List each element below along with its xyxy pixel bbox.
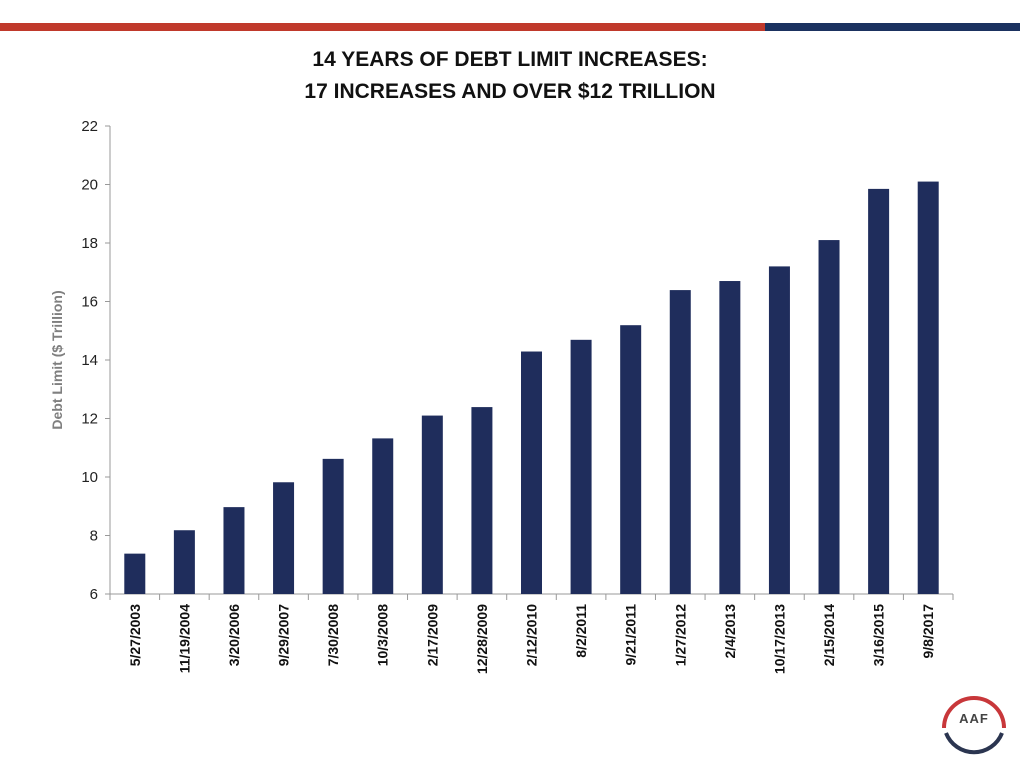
chart-title: 14 YEARS OF DEBT LIMIT INCREASES: 17 INC…: [0, 44, 1020, 108]
y-axis-label: Debt Limit ($ Trillion): [49, 290, 65, 429]
bar: [223, 507, 245, 594]
bar: [471, 407, 493, 594]
x-tick-label: 1/27/2012: [672, 604, 688, 666]
y-tick-label: 10: [81, 469, 98, 486]
x-tick-label: 3/16/2015: [871, 604, 887, 666]
x-tick-label: 3/20/2006: [226, 604, 242, 666]
x-tick-label: 7/30/2008: [325, 604, 341, 666]
title-line-1: 14 YEARS OF DEBT LIMIT INCREASES:: [312, 48, 708, 71]
header-stripe-red: [0, 23, 765, 31]
y-tick-label: 22: [81, 118, 98, 135]
y-tick-label: 6: [90, 586, 98, 603]
bar: [173, 530, 195, 594]
y-tick-label: 8: [90, 528, 98, 545]
bar: [570, 339, 592, 594]
y-tick-label: 16: [81, 294, 98, 311]
title-line-2: 17 INCREASES AND OVER $12 TRILLION: [304, 80, 716, 103]
bar: [818, 240, 840, 594]
x-tick-label: 10/17/2013: [771, 604, 787, 674]
bar: [768, 266, 790, 594]
x-tick-label: 8/2/2011: [573, 604, 589, 658]
bar: [372, 438, 394, 594]
bar: [868, 188, 890, 594]
x-tick-label: 12/28/2009: [474, 604, 490, 674]
x-tick-label: 10/3/2008: [375, 604, 391, 666]
x-tick-label: 9/8/2017: [920, 604, 936, 659]
x-tick-label: 2/17/2009: [424, 604, 440, 666]
bar: [273, 482, 295, 594]
x-tick-label: 5/27/2003: [127, 604, 143, 666]
bar: [917, 181, 939, 594]
y-tick-label: 14: [81, 352, 98, 369]
x-tick-label: 2/4/2013: [722, 604, 738, 659]
bar: [124, 553, 146, 594]
bar: [719, 281, 741, 594]
header-stripe-navy: [765, 23, 1020, 31]
bar: [669, 290, 691, 594]
x-tick-label: 9/21/2011: [623, 604, 639, 666]
x-tick-label: 2/12/2010: [524, 604, 540, 666]
bar: [521, 351, 542, 594]
y-tick-label: 12: [81, 411, 98, 428]
x-tick-label: 9/29/2007: [276, 604, 292, 666]
bar: [620, 325, 642, 594]
x-tick-label: 11/19/2004: [176, 604, 192, 674]
x-tick-label: 2/15/2014: [821, 604, 837, 666]
y-tick-label: 20: [81, 177, 98, 194]
y-tick-label: 18: [81, 235, 98, 252]
bar: [421, 415, 443, 594]
bar: [322, 458, 344, 594]
